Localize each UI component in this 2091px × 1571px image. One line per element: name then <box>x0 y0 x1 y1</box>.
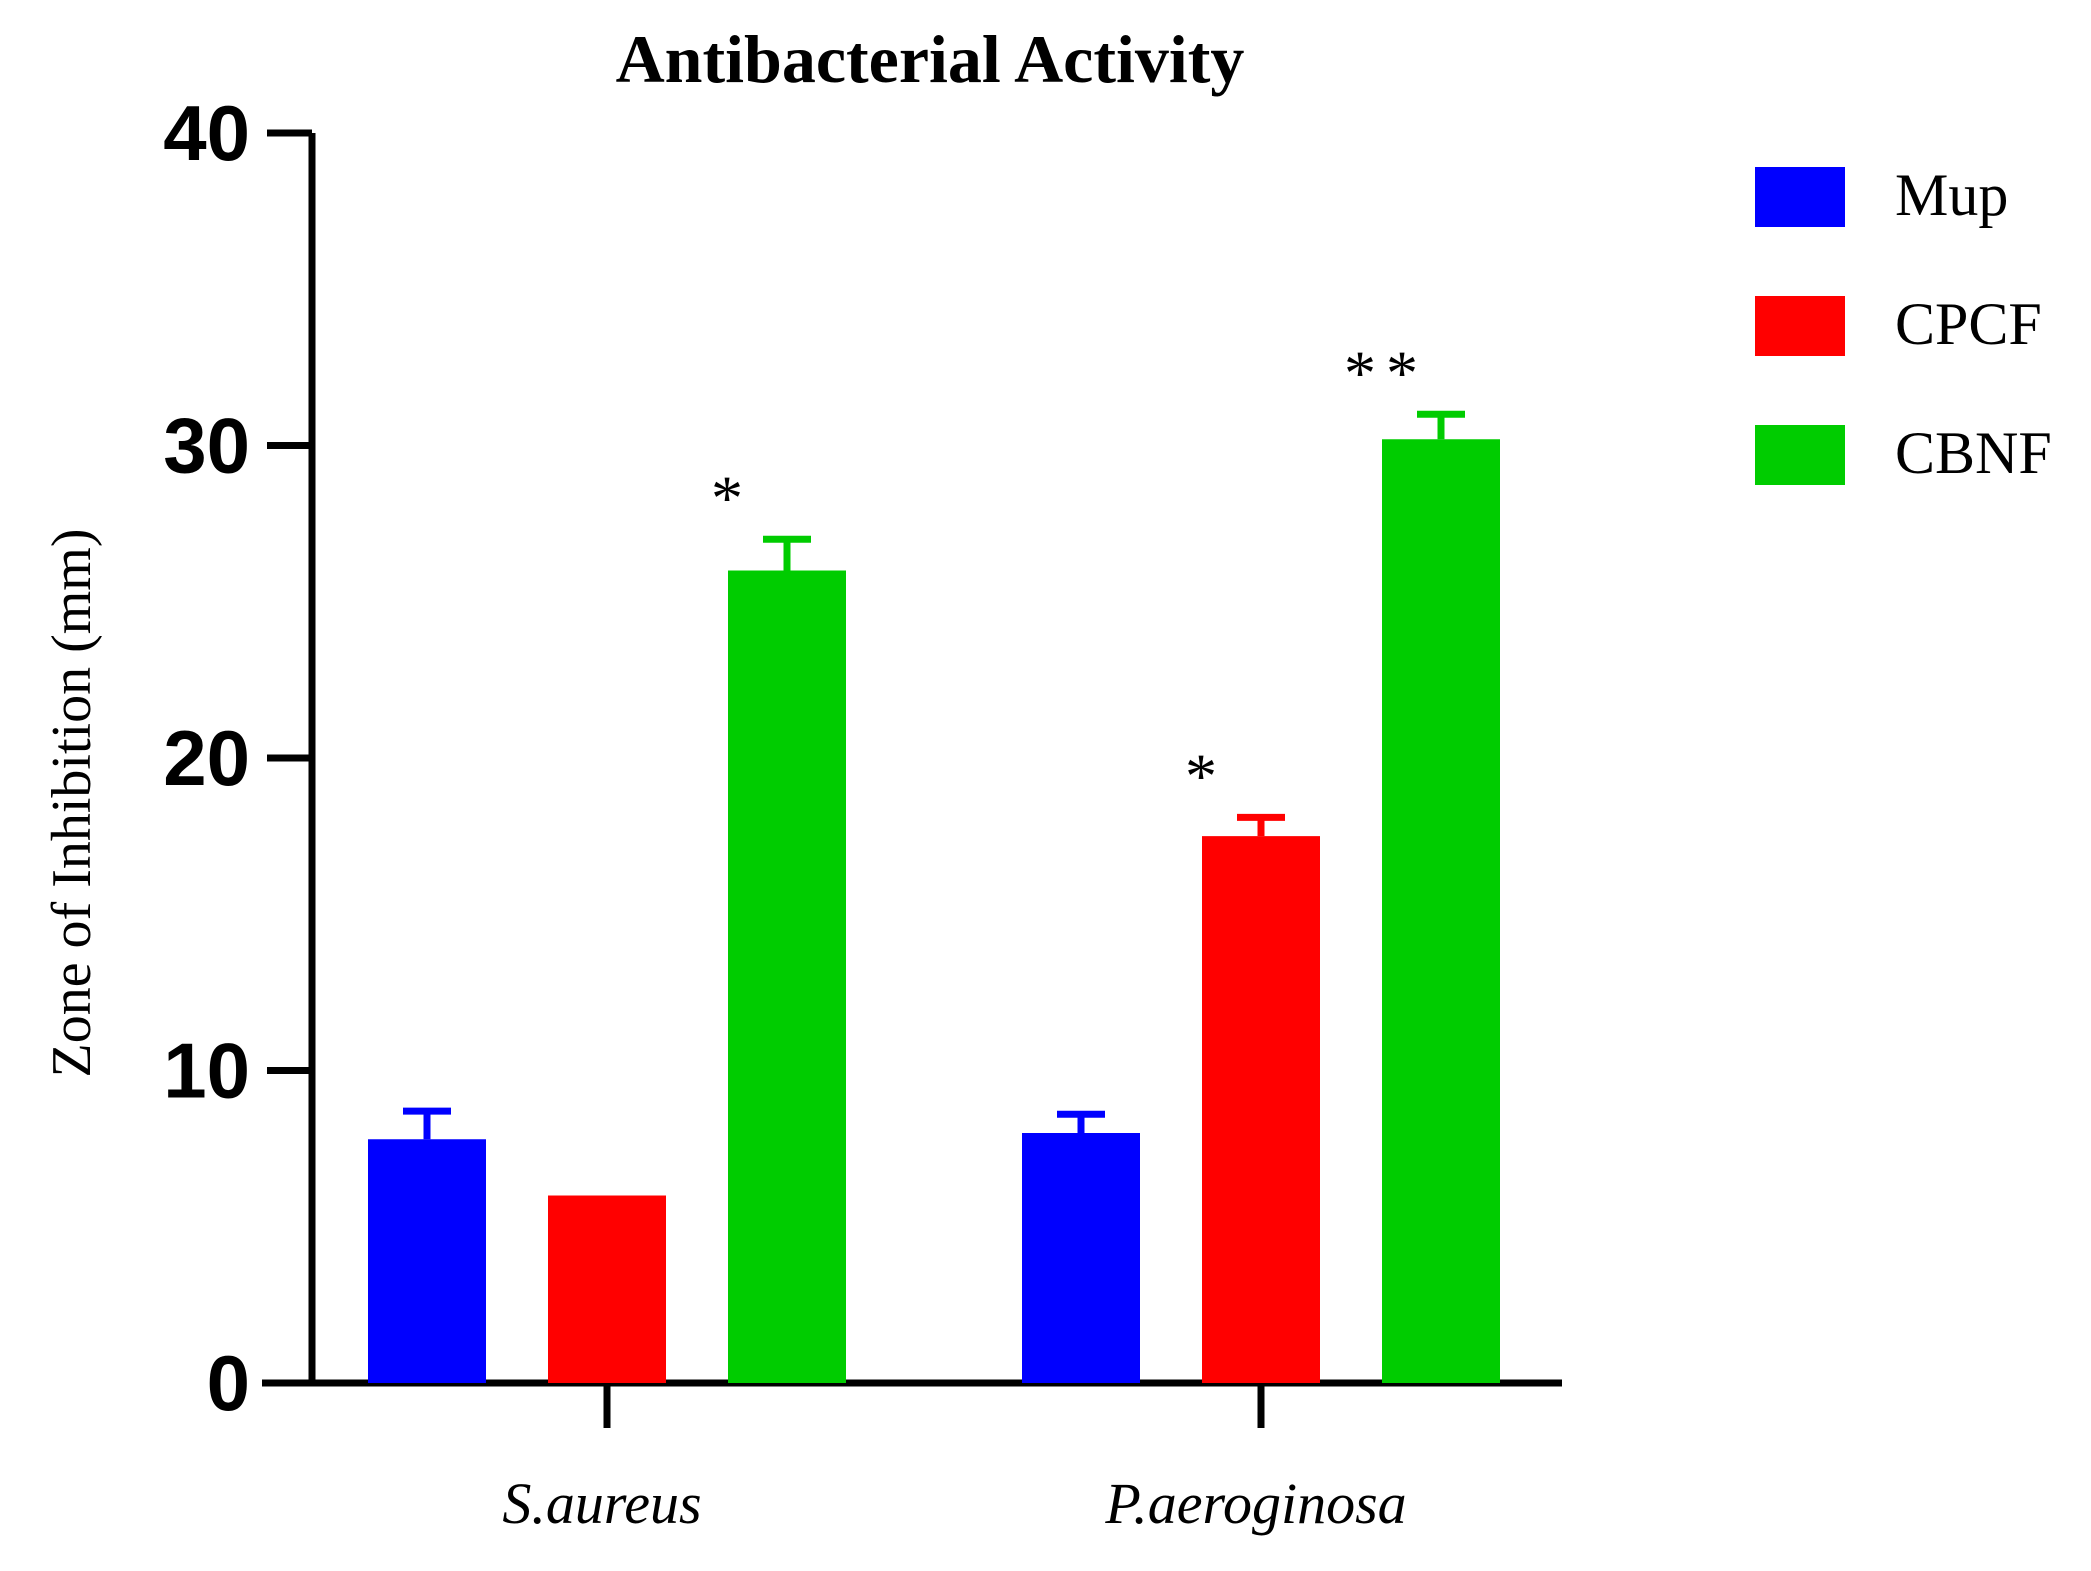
legend-label-mup: Mup <box>1895 162 2008 228</box>
y-ticks: 0 10 20 30 40 <box>163 89 312 1427</box>
legend-label-cbnf: CBNF <box>1895 420 2052 486</box>
bar-mup-0 <box>368 1139 486 1383</box>
bar-mup-1 <box>1022 1133 1140 1383</box>
bar-cbnf-1 <box>1382 439 1500 1383</box>
y-tick-label: 30 <box>163 402 250 490</box>
significance-marker: ** <box>1344 337 1428 408</box>
y-axis-label: Zone of Inhibition (mm) <box>41 528 103 1077</box>
bar-cpcf-1 <box>1202 836 1320 1383</box>
significance-marker: * <box>1185 740 1227 811</box>
legend-swatch-cpcf <box>1755 296 1845 356</box>
x-ticks: S.aureus P.aeroginosa <box>502 1383 1407 1536</box>
legend: Mup CPCF CBNF <box>1755 162 2052 486</box>
y-tick-label: 20 <box>163 714 250 802</box>
y-tick-label: 0 <box>207 1339 250 1427</box>
legend-swatch-cbnf <box>1755 425 1845 485</box>
bar-cpcf-0 <box>548 1195 666 1383</box>
legend-swatch-mup <box>1755 167 1845 227</box>
bars: **** <box>368 337 1500 1383</box>
chart-title: Antibacterial Activity <box>616 21 1245 97</box>
x-tick-label: S.aureus <box>502 1471 701 1536</box>
legend-label-cpcf: CPCF <box>1895 291 2042 357</box>
significance-marker: * <box>711 462 753 533</box>
y-tick-label: 10 <box>163 1027 250 1115</box>
bar-cbnf-0 <box>728 570 846 1383</box>
y-tick-label: 40 <box>163 89 250 177</box>
x-tick-label: P.aeroginosa <box>1104 1471 1406 1536</box>
